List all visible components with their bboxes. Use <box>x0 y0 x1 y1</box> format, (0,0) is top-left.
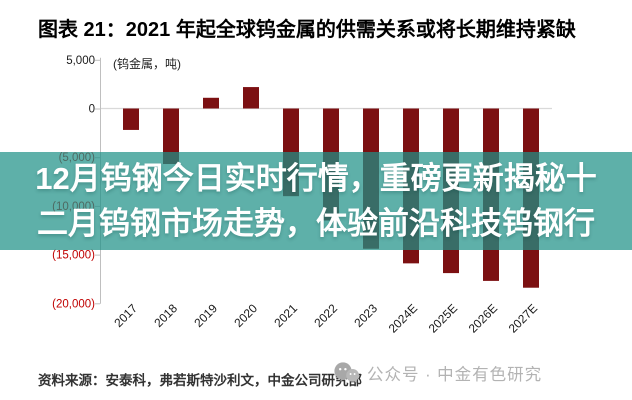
x-tick-label: 2018 <box>151 301 180 330</box>
promo-overlay-banner: 12月钨钢今日实时行情，重磅更新揭秘十 二月钨钢市场走势，体验前沿科技钨钢行 <box>0 152 632 250</box>
source-note: 资料来源：安泰科，弗若斯特沙利文，中金公司研究部 <box>38 373 362 388</box>
axis-unit-label: (钨金属，吨) <box>113 57 181 71</box>
x-tick-label: 2026E <box>466 301 500 335</box>
x-tick-label: 2027E <box>506 301 540 335</box>
x-tick-label: 2019 <box>191 301 220 330</box>
x-tick-label: 2025E <box>426 301 460 335</box>
y-tick-label: 5,000 <box>66 55 95 67</box>
promo-text-line-1: 12月钨钢今日实时行情，重磅更新揭秘十 <box>35 161 597 196</box>
bar-2018 <box>163 108 179 165</box>
x-tick-label: 2020 <box>231 301 260 330</box>
x-tick-label: 2022 <box>311 301 340 330</box>
promo-text-line-2: 二月钨钢市场走势，体验前沿科技钨钢行 <box>37 206 595 241</box>
bar-2017 <box>123 108 139 130</box>
x-tick-label: 2021 <box>271 301 300 330</box>
wechat-watermark: 公众号 · 中金有色研究 <box>333 361 542 385</box>
y-tick-label: (15,000) <box>52 250 95 262</box>
bar-2020 <box>243 87 259 109</box>
y-tick-label: 0 <box>89 104 95 116</box>
x-tick-label: 2023 <box>351 301 380 330</box>
wechat-account-label: 公众号 · 中金有色研究 <box>367 366 543 384</box>
y-tick-label: (20,000) <box>52 298 95 310</box>
wechat-icon <box>334 362 359 384</box>
bar-2019 <box>203 97 219 109</box>
x-tick-label: 2017 <box>111 301 140 330</box>
footer: 资料来源：安泰科，弗若斯特沙利文，中金公司研究部 公众号 · 中金有色研究 <box>0 358 632 400</box>
x-tick-label: 2024E <box>386 301 420 335</box>
chart-title: 图表 21：2021 年起全球钨金属的供需关系或将长期维持紧缺 <box>38 19 576 41</box>
